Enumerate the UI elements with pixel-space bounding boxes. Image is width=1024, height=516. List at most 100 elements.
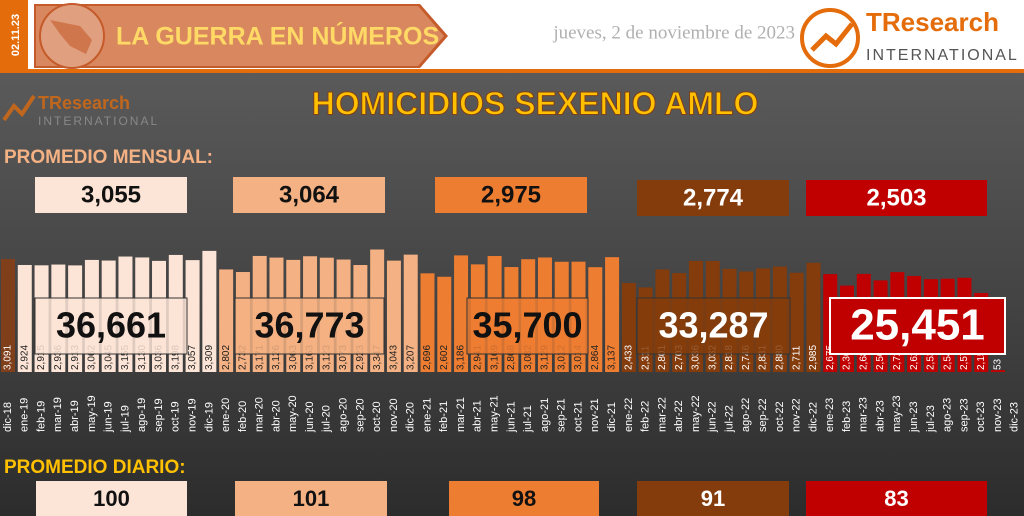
x-tick-label: oct-23 — [975, 401, 987, 432]
monthly-box — [35, 177, 187, 213]
x-tick-label: nov-23 — [992, 398, 1004, 432]
daily-avg: 83 — [884, 486, 908, 511]
header-logo: TResearch INTERNATIONAL — [800, 7, 1019, 68]
value-label: 2,746 — [741, 345, 752, 370]
monthly-box — [435, 177, 587, 213]
x-tick-label: nov-21 — [589, 398, 601, 432]
daily-avg: 98 — [512, 486, 536, 511]
value-label: 2,711 — [791, 345, 802, 370]
value-label: 3,014 — [573, 345, 584, 370]
value-label: 2,537 — [926, 345, 937, 370]
bar — [588, 267, 603, 372]
value-label: 53 — [993, 358, 1004, 370]
value-label: 3,129 — [540, 345, 551, 370]
banner-title: LA GUERRA EN NÚMEROS — [116, 21, 439, 51]
x-tick-label: jun-22 — [707, 401, 719, 433]
chart-title: HOMICIDIOS SEXENIO AMLO — [312, 85, 759, 121]
value-label: 3,091 — [3, 345, 14, 370]
x-tick-label: ene-22 — [623, 398, 635, 432]
value-label: 3,171 — [254, 345, 265, 370]
x-tick-label: mar-19 — [52, 397, 64, 432]
value-label: 2,503 — [875, 345, 886, 370]
x-tick-label: sep-20 — [354, 398, 366, 432]
daily-box — [449, 481, 599, 516]
value-label: 2,675 — [825, 345, 836, 370]
value-label: 2,602 — [439, 345, 450, 370]
x-tick-label: dic-22 — [807, 402, 819, 432]
date-strip — [0, 0, 28, 70]
bar — [605, 257, 620, 372]
value-label: 2,864 — [590, 345, 601, 370]
x-tick-label: feb-19 — [35, 401, 47, 432]
x-tick-label: dic-20 — [405, 402, 417, 432]
bar — [621, 282, 636, 372]
value-label: 2,680 — [858, 345, 869, 370]
date-tag: 02.11.23 — [10, 14, 22, 56]
bar — [202, 250, 217, 372]
bar — [437, 276, 452, 372]
daily-avg: 101 — [293, 486, 330, 511]
daily-box — [235, 481, 387, 516]
bar — [185, 260, 200, 372]
bar — [991, 370, 1006, 372]
value-label: 3,036 — [691, 345, 702, 370]
bar — [403, 254, 418, 372]
value-label: 2,831 — [758, 345, 769, 370]
value-label: 2,696 — [422, 345, 433, 370]
banner-inner — [36, 6, 444, 66]
value-label: 3,347 — [372, 345, 383, 370]
bar — [219, 269, 234, 372]
year-total: 36,773 — [254, 305, 364, 346]
x-tick-label: nov-19 — [186, 398, 198, 432]
x-tick-label: sep-22 — [757, 398, 769, 432]
value-label: 2,732 — [238, 345, 249, 370]
value-label: 3,045 — [103, 345, 114, 370]
x-tick-label: abr-23 — [874, 400, 886, 432]
total-box — [829, 297, 1006, 355]
x-tick-label: mar-20 — [254, 397, 266, 432]
value-label: 2,157 — [976, 345, 987, 370]
value-label: 3,198 — [170, 345, 181, 370]
value-label: 2,802 — [221, 345, 232, 370]
year-total: 36,661 — [56, 305, 166, 346]
total-box — [234, 297, 385, 355]
x-tick-label: jun-19 — [103, 401, 115, 433]
x-tick-label: nov-20 — [388, 398, 400, 432]
value-label: 2,924 — [19, 345, 30, 370]
x-tick-label: jun-20 — [304, 401, 316, 433]
value-label: 2,574 — [959, 345, 970, 370]
x-tick-label: abr-20 — [270, 400, 282, 432]
x-tick-label: jul-20 — [321, 405, 333, 433]
monthly-box — [806, 180, 987, 216]
daily-label: PROMEDIO DIARIO: — [4, 457, 186, 478]
x-tick-label: ago-21 — [539, 398, 551, 432]
value-label: 3,155 — [120, 345, 131, 370]
value-label: 3,063 — [288, 345, 299, 370]
x-tick-label: feb-22 — [640, 401, 652, 432]
header-rule — [0, 69, 1024, 73]
value-label: 3,163 — [305, 345, 316, 370]
x-tick-label: may-20 — [287, 395, 299, 432]
value-label: 2,923 — [355, 345, 366, 370]
value-label: 2,941 — [472, 345, 483, 370]
chart-logo-arrow — [2, 94, 36, 122]
value-label: 3,309 — [204, 345, 215, 370]
x-tick-label: may-23 — [891, 395, 903, 432]
daily-box — [637, 481, 789, 516]
value-label: 2,361 — [842, 345, 853, 370]
value-label: 3,082 — [523, 345, 534, 370]
value-label: 3,073 — [338, 345, 349, 370]
bar — [1, 258, 15, 372]
value-label: 3,123 — [321, 345, 332, 370]
x-tick-label: abr-21 — [472, 400, 484, 432]
x-tick-label: oct-21 — [572, 401, 584, 432]
logo-sub: INTERNATIONAL — [866, 47, 1019, 64]
x-tick-label: sep-21 — [556, 398, 568, 432]
x-tick-label: oct-22 — [774, 401, 786, 432]
x-tick-label: may-22 — [690, 395, 702, 432]
monthly-label: PROMEDIO MENSUAL: — [4, 147, 213, 168]
daily-avg: 100 — [93, 486, 130, 511]
value-label: 2,936 — [53, 345, 64, 370]
value-label: 2,880 — [775, 345, 786, 370]
monthly-box — [233, 177, 385, 213]
